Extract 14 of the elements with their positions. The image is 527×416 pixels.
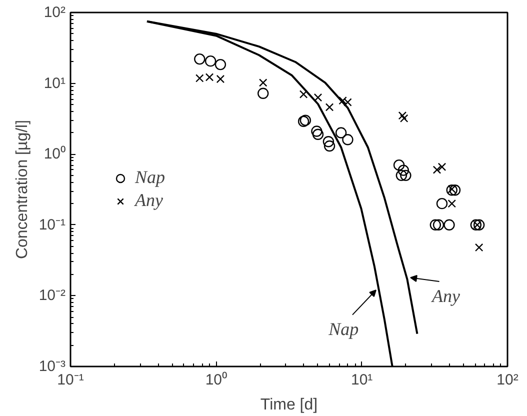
x-tick-label: 10¹	[350, 372, 373, 388]
y-tick-label: 10⁻²	[38, 287, 66, 304]
x-axis-title: Time [d]	[260, 396, 318, 414]
y-axis-title: Concentration [µg/l]	[14, 120, 31, 260]
legend-label: Any	[135, 190, 163, 211]
x-tick-label: 10⁰	[205, 372, 228, 388]
y-tick-label: 10²	[44, 4, 66, 21]
legend-label: Nap	[135, 167, 166, 188]
y-tick-label: 10⁻¹	[38, 216, 66, 234]
y-tick-label: 10⁰	[44, 146, 66, 163]
annotation: Nap	[328, 319, 359, 340]
x-tick-label: 10²	[496, 372, 518, 388]
y-tick-label: 10¹	[44, 74, 66, 92]
annotation: Any	[430, 286, 460, 306]
